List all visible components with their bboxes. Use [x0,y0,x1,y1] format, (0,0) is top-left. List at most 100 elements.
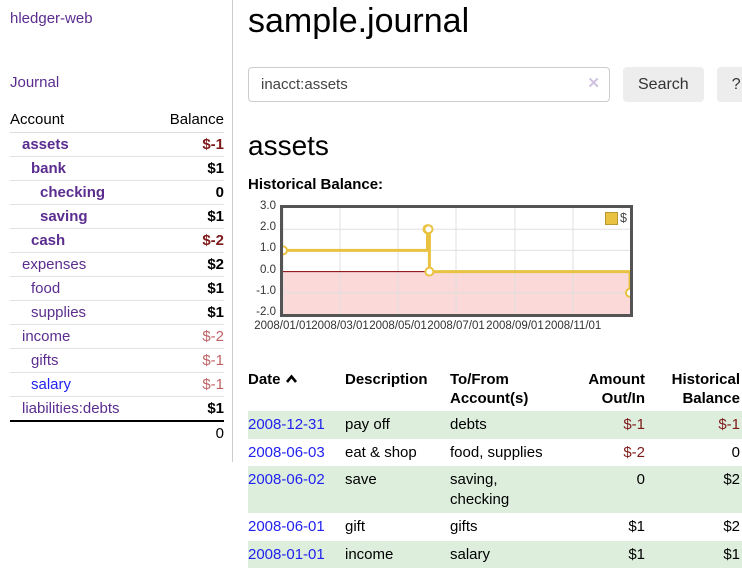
account-link-food[interactable]: food [31,280,61,297]
transaction-description: save [345,471,377,489]
account-row: saving $1 [10,204,224,229]
search-button[interactable]: Search [623,67,704,102]
transaction-balance: $2 [723,518,740,536]
transaction-description: eat & shop [345,443,417,461]
transaction-accounts: food, supplies [450,443,543,461]
transaction-date-link[interactable]: 2008-06-01 [248,518,325,536]
transaction-amount: 0 [636,471,645,489]
column-header-amount: Amount Out/In [588,371,645,408]
account-link-expenses[interactable]: expenses [22,256,87,273]
account-row: food $1 [10,276,224,301]
register-row: 2008-06-02 save saving, checking 0 $2 [248,466,742,514]
x-tick-label: 2008/11/01 [544,320,602,332]
account-link-income[interactable]: income [22,328,71,345]
account-row: assets $-1 [10,132,224,157]
account-link-cash[interactable]: cash [31,232,66,249]
account-heading: assets [248,130,329,161]
transaction-date-link[interactable]: 2008-01-01 [248,545,325,563]
account-row: gifts $-1 [10,348,224,373]
account-balance: $2 [153,252,224,277]
accounts-header-row: Account Balance [10,107,224,133]
transaction-balance: $1 [723,545,740,563]
register-header-row: Date Description To/From Account(s) Amou… [248,367,742,411]
page-title: sample.journal [248,2,470,40]
transaction-date-link[interactable]: 2008-06-02 [248,471,325,489]
account-balance: $1 [153,396,224,422]
account-link-bank[interactable]: bank [31,160,67,177]
y-tick-label: -1.0 [256,284,276,297]
account-row: income $-2 [10,324,224,349]
transaction-amount: $1 [628,518,645,536]
sort-asc-icon [285,374,297,383]
account-row: bank $1 [10,156,224,181]
search-form: ✕ Search ? [248,67,742,102]
account-link-gifts[interactable]: gifts [31,352,59,369]
accounts-header-balance: Balance [153,107,224,133]
register-row: 2008-01-01 income salary $1 $1 [248,540,742,569]
account-balance: $1 [153,156,224,181]
transaction-date-link[interactable]: 2008-06-03 [248,443,325,461]
sidebar: hledger-web Journal Account Balance asse… [0,0,233,462]
account-row: supplies $1 [10,300,224,325]
account-balance: $1 [153,276,224,301]
transaction-balance: $-1 [718,416,740,434]
account-balance: $-1 [153,348,224,373]
transaction-description: gift [345,518,366,536]
y-tick-label: 3.0 [260,200,276,212]
account-link-saving[interactable]: saving [40,208,88,225]
chart-plot-area: $ [280,205,633,317]
account-balance: $1 [153,300,224,325]
accounts-total-row: 0 [10,420,224,445]
transaction-accounts: gifts [450,518,478,536]
search-input[interactable] [248,67,610,102]
transaction-accounts: saving, checking [450,471,510,508]
account-link-checking[interactable]: checking [40,184,106,201]
brand-link[interactable]: hledger-web [10,10,93,27]
account-link-liabilities-debts[interactable]: liabilities:debts [22,400,120,417]
account-row: cash $-2 [10,228,224,253]
column-header-accounts: To/From Account(s) [450,371,529,408]
register-table: Date Description To/From Account(s) Amou… [248,367,742,569]
account-balance: $-2 [153,228,224,253]
column-header-balance: Historical Balance [671,371,740,408]
account-balance: $-1 [153,372,224,397]
transaction-balance: $2 [723,471,740,489]
x-tick-label: 2008/01/01 [254,320,312,332]
y-tick-label: 0.0 [260,263,276,276]
column-header-description: Description [345,371,428,388]
account-link-assets[interactable]: assets [22,136,69,153]
y-tick-label: -2.0 [256,306,276,318]
legend-swatch-icon [605,211,619,225]
clear-search-icon[interactable]: ✕ [587,75,600,92]
help-button[interactable]: ? [716,67,742,102]
transaction-date-link[interactable]: 2008-12-31 [248,416,325,434]
x-tick-label: 2008/05/01 [369,320,427,332]
account-link-salary[interactable]: salary [31,376,72,393]
accounts-total-value: 0 [153,420,224,445]
transaction-amount: $-2 [623,443,645,461]
accounts-header-account: Account [10,107,154,133]
transaction-balance: 0 [731,443,740,461]
account-balance: $-1 [153,132,224,157]
transaction-description: income [345,545,394,563]
account-balance: 0 [153,180,224,205]
y-tick-label: 2.0 [260,221,276,234]
transaction-amount: $-1 [623,416,645,434]
app-layout: hledger-web Journal Account Balance asse… [0,0,742,569]
chart-label: Historical Balance: [248,176,384,193]
account-row: salary $-1 [10,372,224,397]
transaction-accounts: debts [450,416,487,434]
register-row: 2008-06-03 eat & shop food, supplies $-2… [248,439,742,467]
x-tick-label: 2008/09/01 [486,320,544,332]
column-header-date[interactable]: Date [248,367,345,411]
account-balance: $1 [153,204,224,229]
y-tick-label: 1.0 [260,242,276,255]
chart-legend: $ [605,211,627,225]
account-row: liabilities:debts $1 [10,396,224,422]
sidebar-item-journal[interactable]: Journal [10,74,60,91]
account-balance: $-2 [153,324,224,349]
legend-label: $ [620,211,627,225]
account-link-supplies[interactable]: supplies [31,304,87,321]
transaction-accounts: salary [450,545,491,563]
accounts-table: Account Balance assets $-1 bank $1 check… [10,107,224,445]
